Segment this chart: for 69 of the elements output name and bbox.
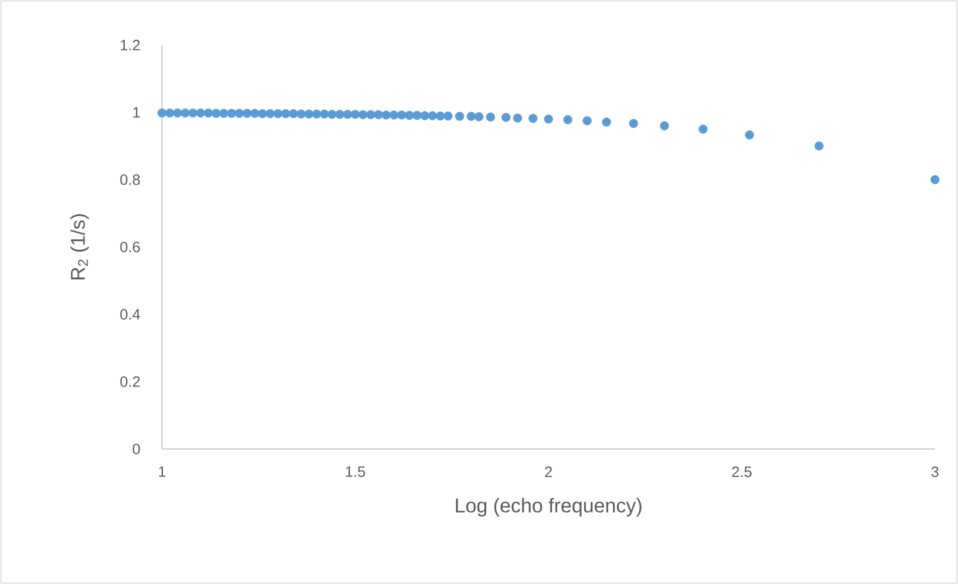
point	[165, 108, 174, 118]
point	[466, 112, 476, 121]
point	[335, 110, 344, 119]
point	[397, 110, 406, 120]
point	[358, 110, 368, 120]
point	[296, 110, 306, 118]
x-tick-label: 2.5	[732, 466, 752, 478]
point	[389, 110, 398, 120]
point	[350, 110, 360, 119]
point	[602, 118, 611, 127]
point	[234, 108, 244, 118]
point	[343, 110, 352, 119]
point	[250, 108, 260, 118]
point	[744, 130, 754, 140]
point	[455, 112, 464, 121]
point	[204, 108, 213, 118]
point	[366, 110, 376, 120]
x-tick-label: 1.5	[346, 466, 366, 477]
point	[242, 108, 252, 118]
point	[814, 141, 824, 150]
point	[428, 111, 438, 120]
point	[436, 112, 445, 121]
point	[328, 110, 337, 119]
point	[312, 110, 322, 118]
point	[404, 110, 414, 120]
point	[528, 114, 538, 123]
x-tick-label: 2	[545, 466, 552, 477]
y-tick-label: 0.2	[120, 376, 140, 387]
point	[444, 112, 453, 121]
point	[304, 110, 314, 118]
point	[374, 110, 383, 120]
point	[158, 108, 167, 118]
point	[501, 112, 510, 122]
point	[219, 108, 228, 118]
point	[629, 118, 638, 128]
y-tick-label: 0	[132, 444, 140, 454]
y-tick-label: 1.2	[120, 40, 140, 50]
point	[212, 108, 221, 118]
point	[563, 115, 572, 124]
point	[320, 110, 329, 118]
point	[196, 108, 206, 118]
y-tick-label: 0.4	[120, 309, 140, 320]
point	[698, 124, 708, 134]
point	[486, 112, 496, 122]
x-axis-title: Log (echo frequency)	[456, 498, 642, 517]
point	[474, 112, 484, 122]
point	[288, 109, 298, 118]
point	[420, 111, 430, 120]
point	[266, 109, 275, 118]
point	[382, 110, 391, 120]
point	[513, 114, 522, 123]
y-axis-title: R$_{2}$ (1/s)	[70, 214, 89, 280]
point	[258, 109, 267, 118]
point	[544, 114, 554, 124]
point	[930, 175, 940, 184]
y-tick-label: 1	[133, 107, 140, 118]
point	[273, 109, 282, 118]
x-tick-label: 1	[158, 466, 166, 477]
point	[227, 108, 236, 118]
point	[582, 116, 592, 126]
point	[660, 121, 669, 130]
y-tick-label: 0.6	[120, 242, 140, 252]
point	[412, 110, 422, 120]
y-tick-label: 0.8	[120, 174, 140, 185]
point	[188, 108, 198, 118]
point	[180, 108, 190, 118]
x-tick-label: 3	[931, 466, 939, 478]
point	[172, 108, 182, 118]
point	[281, 109, 290, 118]
